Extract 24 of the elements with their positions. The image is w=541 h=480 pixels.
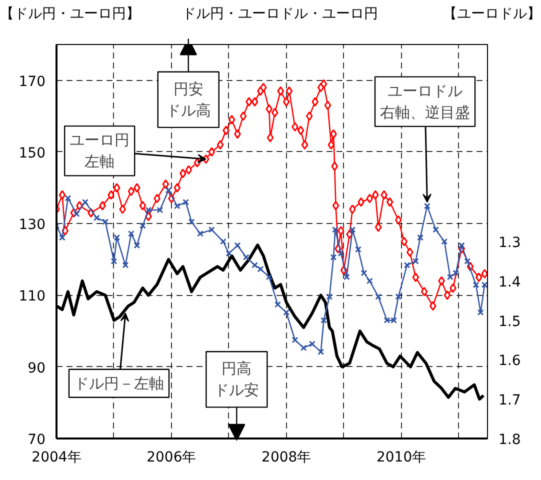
x-tick-label: 2010年 — [376, 450, 426, 466]
annotation: ドル円－左軸 — [74, 374, 164, 392]
annotation: ユーロ円左軸 — [70, 131, 130, 171]
y-tick-label: 170 — [18, 74, 46, 90]
y2-axis-title: 【ユーロドル】 — [443, 5, 541, 24]
y2-tick-label: 1.5 — [498, 314, 521, 330]
annotation: ユーロドル右軸、逆目盛 — [380, 82, 470, 122]
y-tick-label: 110 — [18, 288, 46, 305]
y-tick-label: 130 — [18, 217, 46, 234]
chart-title: ドル円・ユーロドル・ユーロ円 — [182, 5, 378, 24]
y2-tick-label: 1.8 — [498, 432, 521, 448]
y-tick-label: 150 — [18, 145, 46, 162]
x-tick-label: 2006年 — [146, 450, 196, 466]
y2-tick-label: 1.6 — [498, 353, 521, 370]
y-tick-label: 70 — [28, 432, 46, 448]
annotation: 円高ドル安 — [214, 360, 260, 400]
annotation: 円安ドル高 — [166, 80, 211, 120]
y-axis-title: 【ドル円・ユーロ円】 — [0, 5, 140, 24]
y2-tick-label: 1.3 — [498, 235, 521, 251]
x-tick-label: 2008年 — [262, 450, 312, 466]
y2-tick-label: 1.4 — [498, 274, 521, 290]
x-tick-label: 2004年 — [32, 450, 82, 466]
y-tick-label: 90 — [28, 360, 46, 376]
y2-tick-label: 1.7 — [498, 392, 521, 409]
